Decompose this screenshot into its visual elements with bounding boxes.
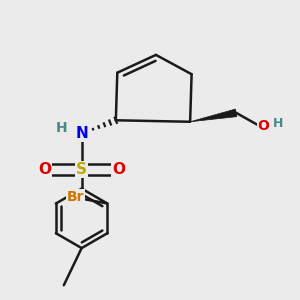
Text: Br: Br	[67, 190, 84, 204]
Text: O: O	[38, 162, 51, 177]
Text: N: N	[75, 126, 88, 141]
Text: S: S	[76, 162, 87, 177]
Text: O: O	[258, 119, 269, 133]
Text: H: H	[56, 121, 67, 135]
Polygon shape	[190, 109, 237, 122]
Text: O: O	[112, 162, 125, 177]
Text: H: H	[273, 117, 284, 130]
